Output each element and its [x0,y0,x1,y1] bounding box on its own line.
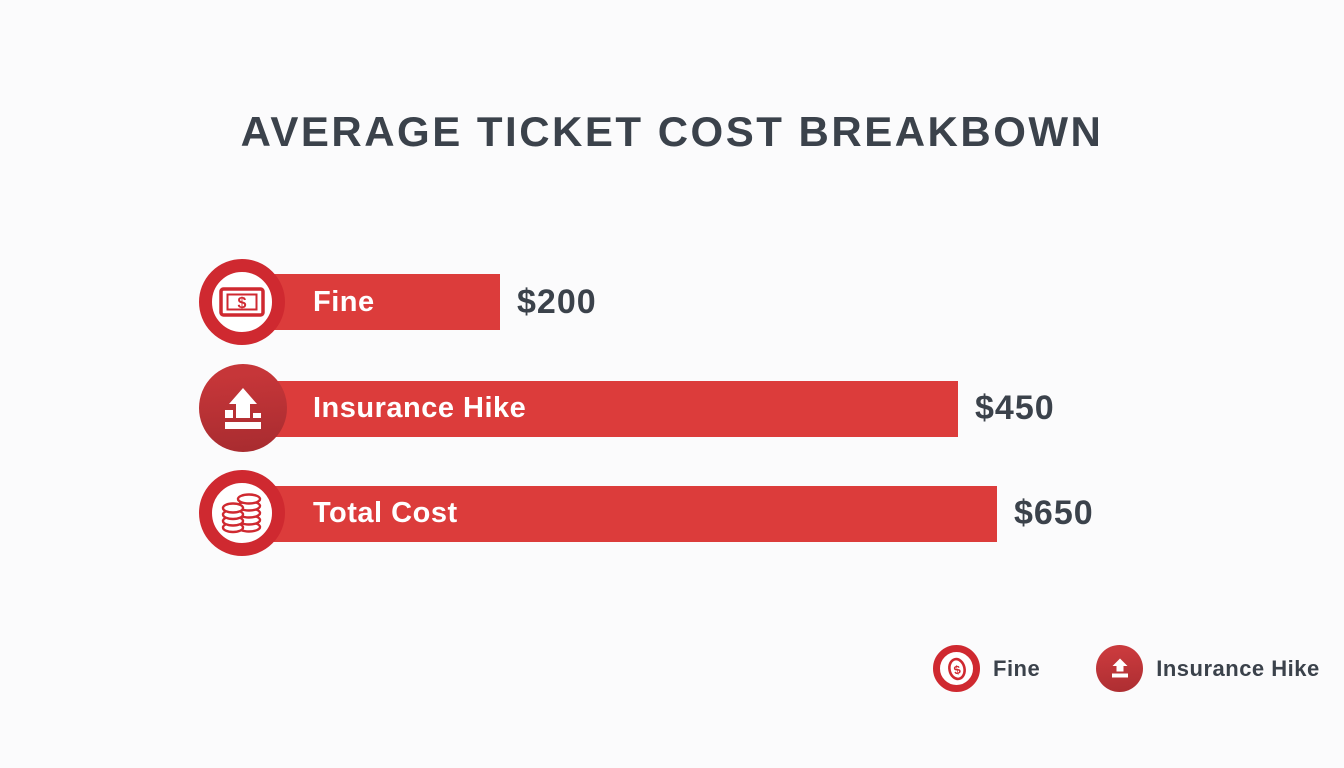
legend-item-fine: $ Fine [933,645,1040,692]
bar-row-fine: $ Fine $200 [199,259,597,345]
chart-title: AVERAGE TICKET COST BREAKBOWN [240,108,1104,155]
money-bill-icon: $ [199,259,285,345]
bar-value-fine: $200 [517,282,597,321]
bar-row-total-cost: Total Cost $650 [199,470,1094,557]
coin-icon: $ [933,645,980,692]
legend-label-fine: Fine [993,655,1041,681]
arrow-up-increase-icon [199,364,287,452]
bar-label-insurance-hike: Insurance Hike [313,392,527,424]
bar-insurance-hike: Insurance Hike [258,380,958,437]
svg-text:$: $ [238,295,247,312]
legend-label-insurance-hike: Insurance Hike [1156,655,1320,681]
legend-item-insurance-hike: Insurance Hike [1096,645,1320,692]
bar-label-fine: Fine [313,285,375,318]
bar-value-total-cost: $650 [1014,494,1094,532]
arrow-up-increase-icon-small [1096,645,1144,692]
coin-stacks-icon [199,470,285,556]
bar-label-total-cost: Total Cost [313,497,458,529]
bar-fine: Fine [258,274,500,330]
bar-row-insurance-hike: Insurance Hike $450 [199,364,1055,453]
svg-text:$: $ [952,662,962,677]
bar-total-cost: Total Cost [258,485,997,542]
bar-value-insurance-hike: $450 [975,389,1055,427]
legend: $ Fine Insurance Hike [933,645,1320,692]
